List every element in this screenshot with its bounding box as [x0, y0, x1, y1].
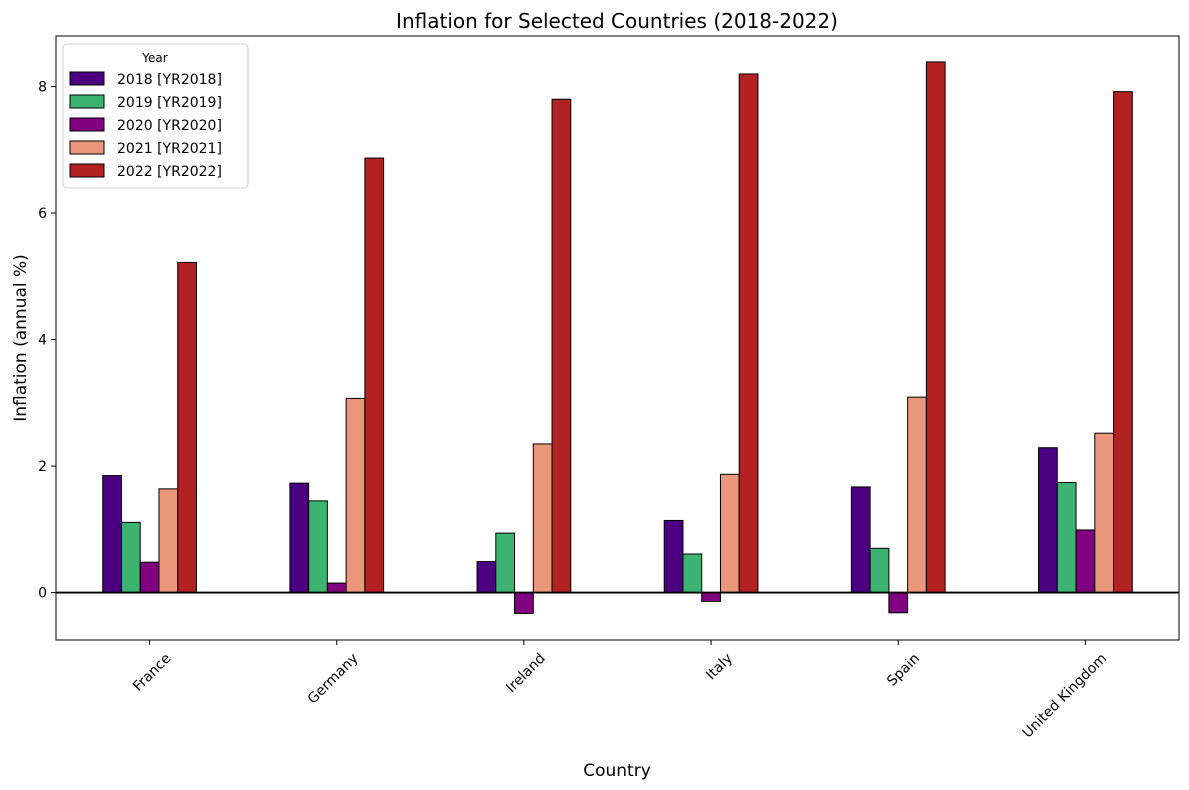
- bar-spain-2021: [907, 396, 927, 594]
- bar-france-2019: [120, 521, 141, 594]
- legend: Year 2018 [YR2018] 2019 [YR2019] 2020 [YR2…: [62, 43, 249, 189]
- legend-swatch: [69, 94, 105, 109]
- bar-spain-2018: [850, 486, 871, 594]
- bar-ireland-2022: [551, 98, 572, 594]
- bar-united-kingdom-2018: [1038, 447, 1058, 594]
- y-tick-label: 4: [38, 333, 47, 349]
- legend-items: 2018 [YR2018] 2019 [YR2019] 2020 [YR2020] 2…: [69, 71, 222, 180]
- bars-group: [102, 61, 1133, 614]
- bar-united-kingdom-2019: [1056, 482, 1077, 594]
- y-tick-label: 0: [38, 586, 47, 602]
- chart-title: Inflation for Selected Countries (2018-2…: [396, 9, 838, 33]
- y-tick-label: 6: [38, 206, 47, 222]
- bar-italy-2019: [682, 553, 703, 594]
- bar-germany-2022: [364, 157, 385, 594]
- bar-france-2018: [102, 475, 122, 594]
- legend-label: 2019 [YR2019]: [117, 95, 222, 111]
- bar-italy-2020: [701, 592, 721, 602]
- bar-france-2021: [158, 488, 179, 594]
- legend-swatch: [69, 140, 105, 155]
- legend-label: 2021 [YR2021]: [117, 141, 222, 157]
- legend-swatch: [69, 71, 105, 86]
- x-tick-label: Ireland: [503, 651, 549, 697]
- bar-france-2020: [139, 561, 160, 594]
- bar-germany-2020: [326, 582, 347, 594]
- x-tick-label: Italy: [703, 651, 736, 684]
- legend-title: Year: [141, 51, 167, 65]
- bar-spain-2022: [925, 61, 946, 594]
- bar-germany-2018: [289, 482, 310, 594]
- legend-swatch: [69, 117, 105, 132]
- x-tick-label: Spain: [884, 651, 923, 690]
- bar-italy-2022: [738, 73, 759, 594]
- plot-area: [55, 35, 1180, 641]
- bar-france-2022: [177, 261, 197, 594]
- legend-label: 2018 [YR2018]: [117, 72, 222, 88]
- bar-united-kingdom-2021: [1094, 432, 1115, 594]
- y-axis: 0 2 4 6 8: [38, 80, 56, 602]
- legend-swatch: [69, 163, 105, 178]
- legend-box: [62, 43, 249, 189]
- y-axis-label: Inflation (annual %): [11, 254, 31, 422]
- bar-spain-2020: [888, 592, 909, 614]
- x-tick-label: United Kingdom: [1019, 651, 1110, 742]
- x-axis: France Germany Ireland Italy Spain United Kin…: [130, 640, 1110, 741]
- x-tick-label: Germany: [305, 651, 362, 708]
- bar-spain-2019: [869, 547, 890, 594]
- bar-germany-2019: [308, 500, 328, 594]
- bar-italy-2021: [719, 473, 740, 594]
- bar-ireland-2018: [476, 561, 497, 594]
- bar-united-kingdom-2020: [1075, 529, 1096, 594]
- legend-label: 2022 [YR2022]: [117, 164, 222, 180]
- bar-ireland-2021: [532, 443, 553, 594]
- bar-germany-2021: [345, 397, 366, 594]
- y-tick-label: 2: [38, 459, 47, 475]
- legend-label: 2020 [YR2020]: [117, 118, 222, 134]
- x-tick-label: France: [130, 651, 174, 695]
- y-tick-label: 8: [38, 80, 47, 96]
- x-axis-label: Country: [583, 761, 651, 781]
- bar-ireland-2019: [495, 532, 516, 594]
- bar-ireland-2020: [514, 592, 534, 614]
- bar-italy-2018: [663, 519, 684, 594]
- bar-united-kingdom-2022: [1113, 91, 1133, 594]
